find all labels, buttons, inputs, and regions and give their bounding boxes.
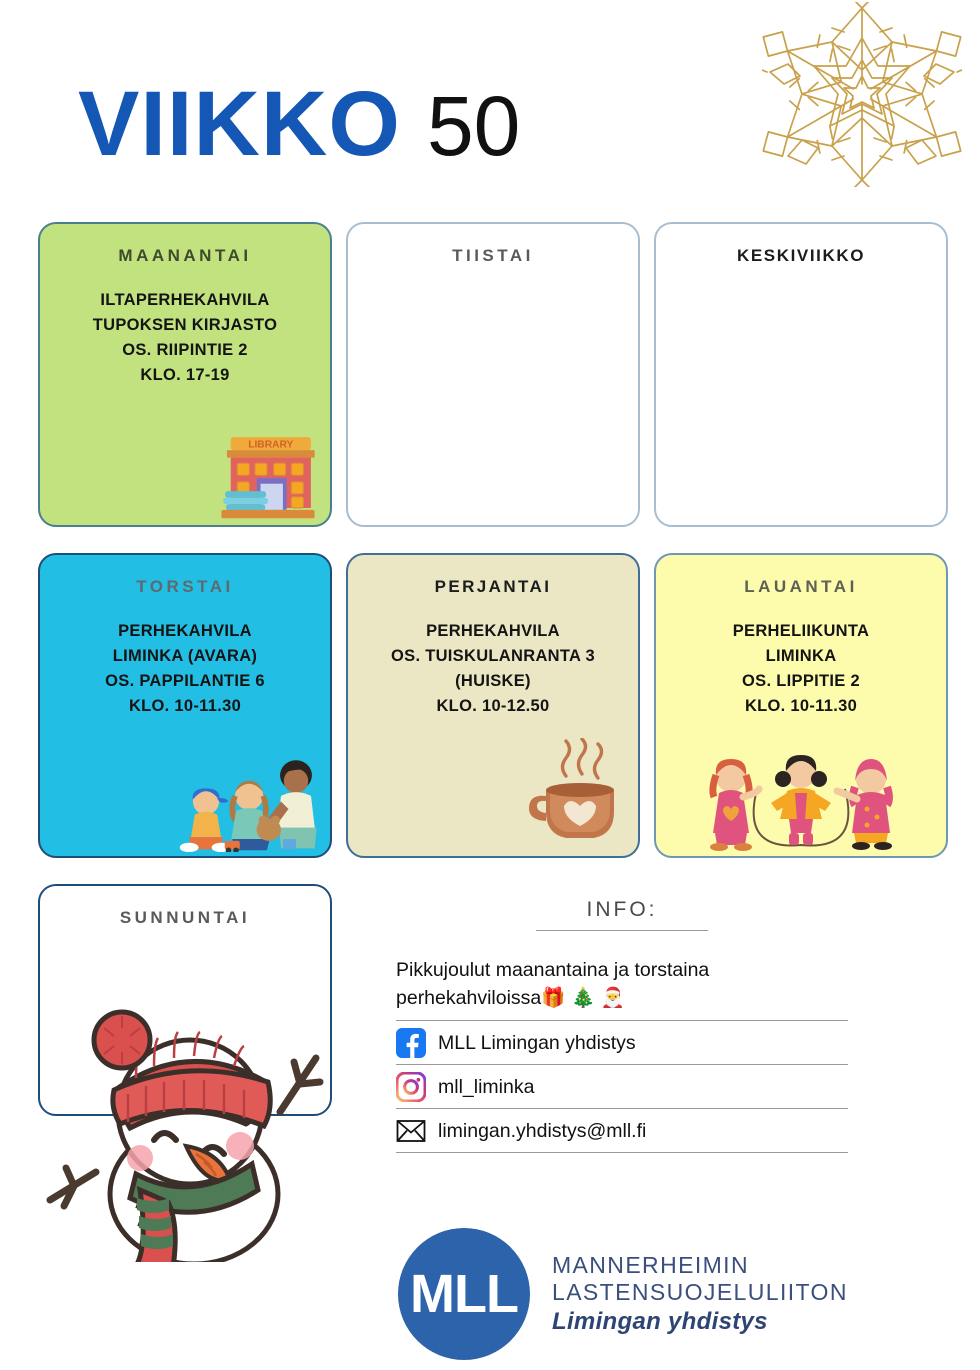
entry-line: KLO. 10-12.50 xyxy=(436,697,550,716)
contact-facebook-label: MLL Limingan yhdistys xyxy=(438,1031,636,1054)
mll-logo-wordmark: MANNERHEIMIN LASTENSUOJELULIITON Liminga… xyxy=(552,1252,848,1337)
contact-facebook[interactable]: MLL Limingan yhdistys xyxy=(396,1021,848,1066)
instagram-icon xyxy=(396,1072,426,1103)
day-entry-perjantai: PERHEKAHVILA OS. TUISKULANRANTA 3 (HUISK… xyxy=(358,619,628,719)
entry-line: PERHEKAHVILA xyxy=(426,622,560,640)
week-row-2: TORSTAI PERHEKAHVILA LIMINKA (AVARA) OS.… xyxy=(38,553,950,858)
info-note: Pikkujoulut maanantaina ja torstaina per… xyxy=(396,957,848,1022)
day-card-maanantai[interactable]: MAANANTAI ILTAPERHEKAHVILA TUPOKSEN KIRJ… xyxy=(38,222,332,527)
contact-email[interactable]: limingan.yhdistys@mll.fi xyxy=(396,1109,848,1154)
day-card-tiistai[interactable]: TIISTAI xyxy=(346,222,640,527)
day-entry-lauantai: PERHELIIKUNTA LIMINKA OS. LIPPITIE 2 KLO… xyxy=(666,619,936,719)
entry-line: PERHEKAHVILA xyxy=(118,622,252,640)
day-card-sunnuntai[interactable]: SUNNUNTAI xyxy=(38,884,332,1116)
day-card-keskiviikko[interactable]: KESKIVIIKKO xyxy=(654,222,948,527)
svg-text:LIBRARY: LIBRARY xyxy=(248,439,293,450)
day-card-perjantai[interactable]: PERJANTAI PERHEKAHVILA OS. TUISKULANRANT… xyxy=(346,553,640,858)
entry-line: KLO. 17-19 xyxy=(140,366,230,385)
entry-line: OS. TUISKULANRANTA 3 xyxy=(391,647,595,666)
entry-line: KLO. 10-11.30 xyxy=(744,697,858,716)
contact-instagram[interactable]: mll_liminka xyxy=(396,1065,848,1110)
day-label-sunnuntai: SUNNUNTAI xyxy=(119,908,251,927)
info-title: INFO: xyxy=(586,898,658,921)
contact-email-label: limingan.yhdistys@mll.fi xyxy=(438,1119,647,1142)
entry-line: OS. RIIPINTIE 2 xyxy=(122,341,248,360)
day-label-lauantai: LAUANTAI xyxy=(744,577,858,596)
day-label-tiistai: TIISTAI xyxy=(452,246,534,265)
title-word: VIIKKO xyxy=(78,73,401,175)
children-playing-icon xyxy=(179,760,317,852)
mll-logo-line2: LASTENSUOJELULIITON xyxy=(552,1279,848,1306)
day-entry-maanantai: ILTAPERHEKAHVILA TUPOKSEN KIRJASTO OS. R… xyxy=(50,288,320,388)
day-label-torstai: TORSTAI xyxy=(136,577,234,596)
day-entry-torstai: PERHEKAHVILA LIMINKA (AVARA) OS. PAPPILA… xyxy=(50,619,320,719)
entry-line: LIMINKA (AVARA) xyxy=(112,647,258,666)
entry-line: KLO. 10-11.30 xyxy=(128,697,242,716)
snowflake-ornament-icon xyxy=(762,2,962,187)
day-label-maanantai: MAANANTAI xyxy=(118,246,252,265)
day-label-perjantai: PERJANTAI xyxy=(434,577,552,596)
coffee-cup-icon xyxy=(528,738,614,838)
mll-logo-line3: Limingan yhdistys xyxy=(552,1307,768,1335)
facebook-icon xyxy=(396,1028,426,1059)
mll-logo-mark: MLL xyxy=(398,1228,530,1360)
page-title: VIIKKO 50 xyxy=(78,78,520,170)
poster-header: VIIKKO 50 xyxy=(0,0,980,215)
entry-line: TUPOKSEN KIRJASTO xyxy=(92,316,278,335)
info-panel: INFO: Pikkujoulut maanantaina ja torstai… xyxy=(396,898,848,1154)
children-jumping-rope-icon xyxy=(709,755,893,851)
library-building-icon: LIBRARY xyxy=(221,437,315,519)
week-row-1: MAANANTAI ILTAPERHEKAHVILA TUPOKSEN KIRJ… xyxy=(38,222,950,527)
mll-logo-line1: MANNERHEIMIN xyxy=(552,1251,749,1278)
entry-line: OS. PAPPILANTIE 6 xyxy=(105,672,265,691)
info-divider xyxy=(536,930,708,931)
entry-line: OS. LIPPITIE 2 xyxy=(742,672,860,691)
mll-logo: MLL MANNERHEIMIN LASTENSUOJELULIITON Lim… xyxy=(398,1228,848,1360)
day-label-keskiviikko: KESKIVIIKKO xyxy=(736,246,866,265)
entry-line: (HUISKE) xyxy=(455,672,531,691)
email-icon xyxy=(396,1120,426,1143)
week-number: 50 xyxy=(426,79,521,173)
day-card-torstai[interactable]: TORSTAI PERHEKAHVILA LIMINKA (AVARA) OS.… xyxy=(38,553,332,858)
mll-logo-text: MLL xyxy=(410,1264,519,1324)
day-card-lauantai[interactable]: LAUANTAI PERHELIIKUNTA LIMINKA OS. LIPPI… xyxy=(654,553,948,858)
entry-line: LIMINKA xyxy=(765,647,837,666)
entry-line: PERHELIIKUNTA xyxy=(732,622,870,640)
entry-line: ILTAPERHEKAHVILA xyxy=(100,291,270,309)
contact-instagram-label: mll_liminka xyxy=(438,1075,535,1098)
